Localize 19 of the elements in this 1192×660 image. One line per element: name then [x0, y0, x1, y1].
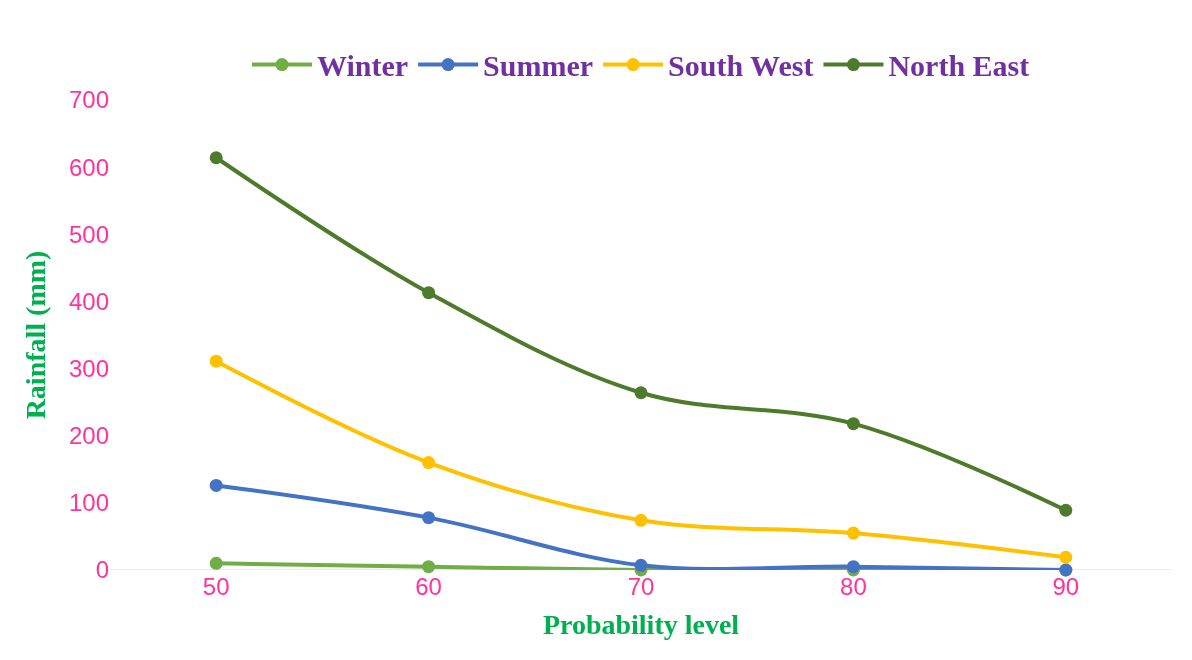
x-tick-label: 80	[840, 573, 867, 600]
legend-label: South West	[668, 49, 814, 83]
y-tick-label: 0	[95, 556, 109, 584]
x-tick-label: 50	[202, 573, 230, 600]
legend-label: Summer	[483, 49, 594, 83]
y-tick-label: 200	[68, 422, 109, 450]
y-axis-title: Rainfall (mm)	[19, 250, 51, 420]
y-tick-label: 300	[68, 354, 109, 382]
x-tick-label: 60	[415, 573, 442, 600]
legend-label: North East	[888, 49, 1030, 83]
x-tick-label: 90	[1052, 573, 1080, 600]
legend-label: Winter	[317, 49, 409, 83]
y-tick-label: 500	[68, 220, 109, 248]
y-tick-label: 700	[68, 86, 109, 114]
y-tick-label: 100	[68, 489, 109, 517]
x-axis-title: Probability level	[542, 609, 740, 641]
x-tick-label: 70	[627, 573, 655, 600]
y-tick-label: 600	[68, 153, 109, 181]
y-tick-label: 400	[68, 287, 109, 315]
